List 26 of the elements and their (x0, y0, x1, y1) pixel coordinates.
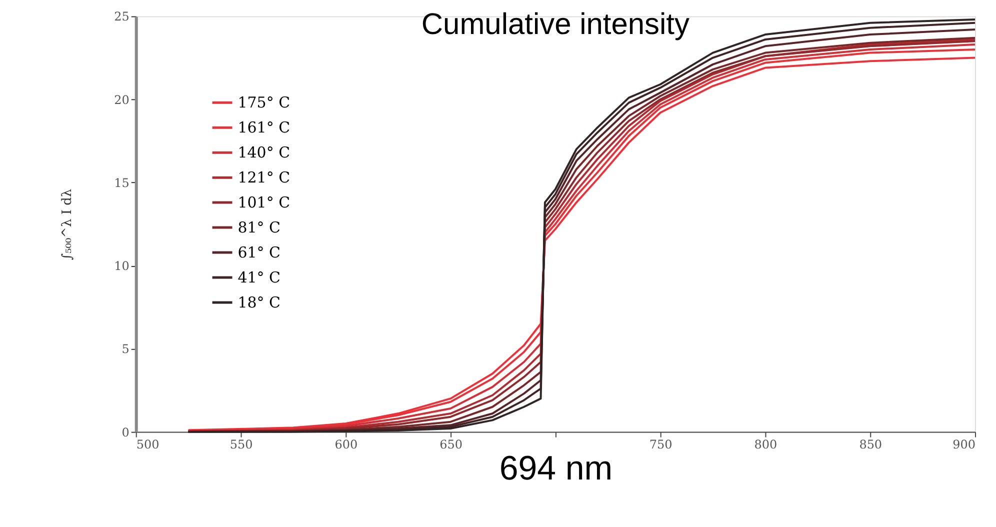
x-tick-label: 900 (952, 437, 976, 452)
x-tick-label: 800 (754, 437, 778, 452)
x-tick-label: 750 (649, 437, 672, 452)
x-axis-title: 694 nm (499, 449, 613, 488)
y-tick-label: 15 (114, 176, 130, 190)
legend-label: 121° C (238, 168, 290, 187)
x-tick-label: 500 (136, 437, 160, 452)
legend-label: 18° C (238, 293, 281, 312)
y-axis-title: ∫₅₀₀^λ I dλ (60, 188, 76, 260)
y-tick-label: 0 (122, 425, 130, 440)
legend-label: 81° C (238, 218, 281, 237)
x-tick-label: 850 (859, 437, 882, 452)
legend-label: 175° C (238, 94, 290, 112)
y-tick-label: 5 (122, 342, 130, 356)
y-tick-label: 10 (114, 259, 130, 274)
legend-label: 140° C (238, 144, 290, 162)
legend-label: 161° C (238, 118, 290, 137)
x-tick-label: 600 (334, 437, 358, 452)
legend-label: 101° C (238, 194, 290, 212)
y-tick-label: 25 (114, 10, 130, 24)
legend-label: 41° C (238, 268, 281, 286)
x-tick-label: 550 (230, 437, 253, 452)
y-tick-label: 20 (114, 92, 130, 107)
x-tick-label: 650 (440, 437, 462, 452)
legend-label: 61° C (238, 243, 281, 262)
chart-title: Cumulative intensity (421, 8, 690, 42)
